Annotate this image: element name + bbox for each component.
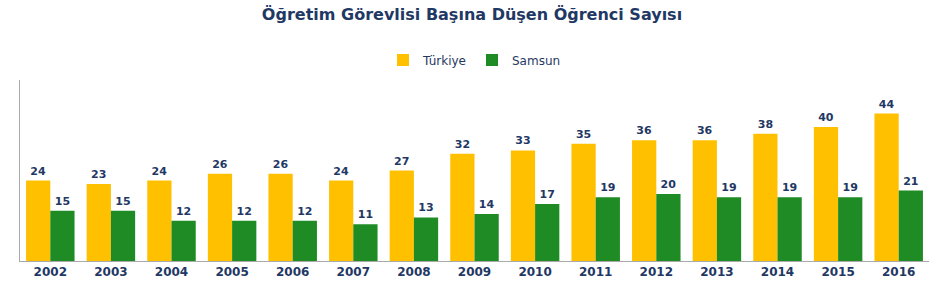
svg-text:2015: 2015 (821, 265, 854, 279)
svg-text:15: 15 (115, 195, 130, 208)
svg-text:2009: 2009 (458, 265, 491, 279)
svg-text:26: 26 (212, 158, 228, 171)
svg-text:36: 36 (636, 124, 652, 137)
svg-text:24: 24 (30, 165, 46, 178)
svg-text:Türkiye: Türkiye (422, 54, 466, 68)
svg-text:2006: 2006 (276, 265, 309, 279)
svg-text:12: 12 (237, 205, 252, 218)
svg-text:12: 12 (297, 205, 312, 218)
svg-text:20: 20 (661, 178, 677, 191)
svg-text:24: 24 (152, 165, 168, 178)
svg-text:32: 32 (455, 138, 470, 151)
svg-text:2002: 2002 (34, 265, 67, 279)
svg-text:33: 33 (515, 134, 530, 147)
svg-text:2011: 2011 (579, 265, 612, 279)
svg-text:27: 27 (394, 155, 409, 168)
svg-text:21: 21 (903, 175, 918, 188)
svg-text:2008: 2008 (397, 265, 430, 279)
svg-text:2004: 2004 (155, 265, 188, 279)
svg-text:40: 40 (818, 111, 834, 124)
svg-text:13: 13 (418, 201, 433, 214)
svg-text:Samsun: Samsun (512, 54, 560, 68)
svg-text:Öğretim Görevlisi Başına Düşen: Öğretim Görevlisi Başına Düşen Öğrenci S… (262, 5, 682, 24)
svg-text:24: 24 (333, 165, 349, 178)
svg-text:19: 19 (782, 181, 797, 194)
svg-text:2013: 2013 (700, 265, 733, 279)
svg-text:2005: 2005 (215, 265, 248, 279)
svg-text:2014: 2014 (761, 265, 794, 279)
svg-text:26: 26 (273, 158, 289, 171)
svg-text:12: 12 (176, 205, 191, 218)
svg-text:23: 23 (91, 168, 106, 181)
svg-text:2012: 2012 (640, 265, 673, 279)
svg-text:2010: 2010 (518, 265, 551, 279)
svg-text:11: 11 (358, 208, 373, 221)
svg-text:19: 19 (843, 181, 858, 194)
svg-text:35: 35 (576, 128, 591, 141)
svg-text:19: 19 (721, 181, 736, 194)
svg-text:15: 15 (55, 195, 70, 208)
svg-text:38: 38 (758, 118, 773, 131)
svg-text:17: 17 (540, 188, 555, 201)
svg-text:2016: 2016 (882, 265, 915, 279)
svg-text:36: 36 (697, 124, 713, 137)
svg-text:14: 14 (479, 198, 495, 211)
svg-text:44: 44 (879, 98, 895, 111)
svg-text:2007: 2007 (337, 265, 370, 279)
svg-text:19: 19 (600, 181, 615, 194)
svg-text:2003: 2003 (94, 265, 127, 279)
